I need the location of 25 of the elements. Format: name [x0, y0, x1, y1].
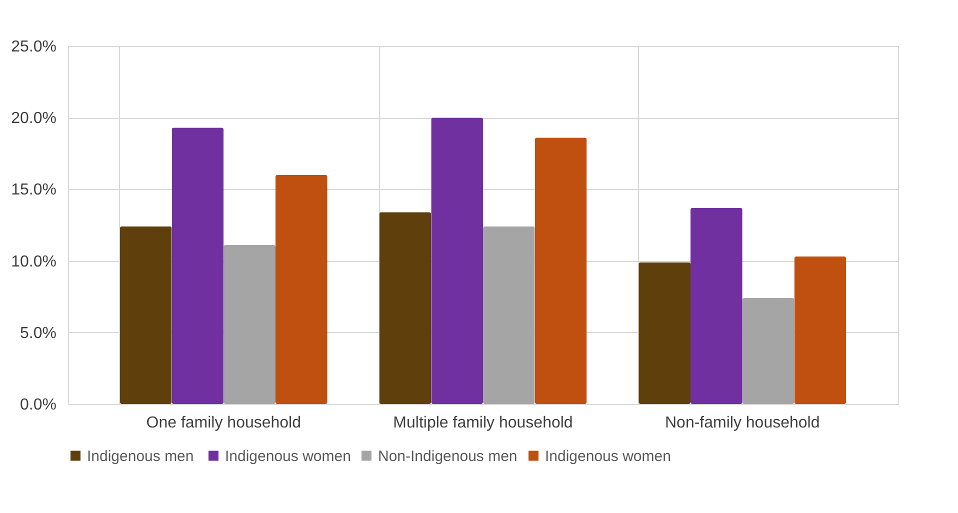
y-tick-label: 25.0% — [11, 38, 56, 56]
bar — [638, 262, 690, 404]
bar — [224, 245, 276, 404]
y-tick-label: 5.0% — [20, 324, 56, 342]
legend-label: Indigenous women — [545, 448, 671, 465]
legend-label: Indigenous women — [225, 448, 351, 465]
x-tick-label: Multiple family household — [393, 414, 573, 432]
x-tick-label: One family household — [146, 414, 302, 432]
y-tick-label: 20.0% — [11, 110, 56, 128]
y-tick-label: 0.0% — [20, 396, 56, 414]
bar — [276, 174, 328, 404]
y-tick-label: 15.0% — [11, 182, 56, 199]
bar — [742, 298, 794, 404]
bar — [794, 256, 846, 404]
bar — [483, 226, 535, 404]
bar — [534, 138, 587, 404]
legend-label: Indigenous men — [87, 448, 194, 465]
legend-label: Non-Indigenous men — [378, 448, 518, 465]
bar — [431, 118, 483, 404]
bar — [172, 128, 224, 404]
bar — [379, 212, 432, 404]
x-tick-label: Non-family household — [665, 414, 820, 432]
y-tick-label: 10.0% — [11, 253, 56, 270]
bar — [120, 226, 172, 404]
bar — [690, 208, 742, 404]
